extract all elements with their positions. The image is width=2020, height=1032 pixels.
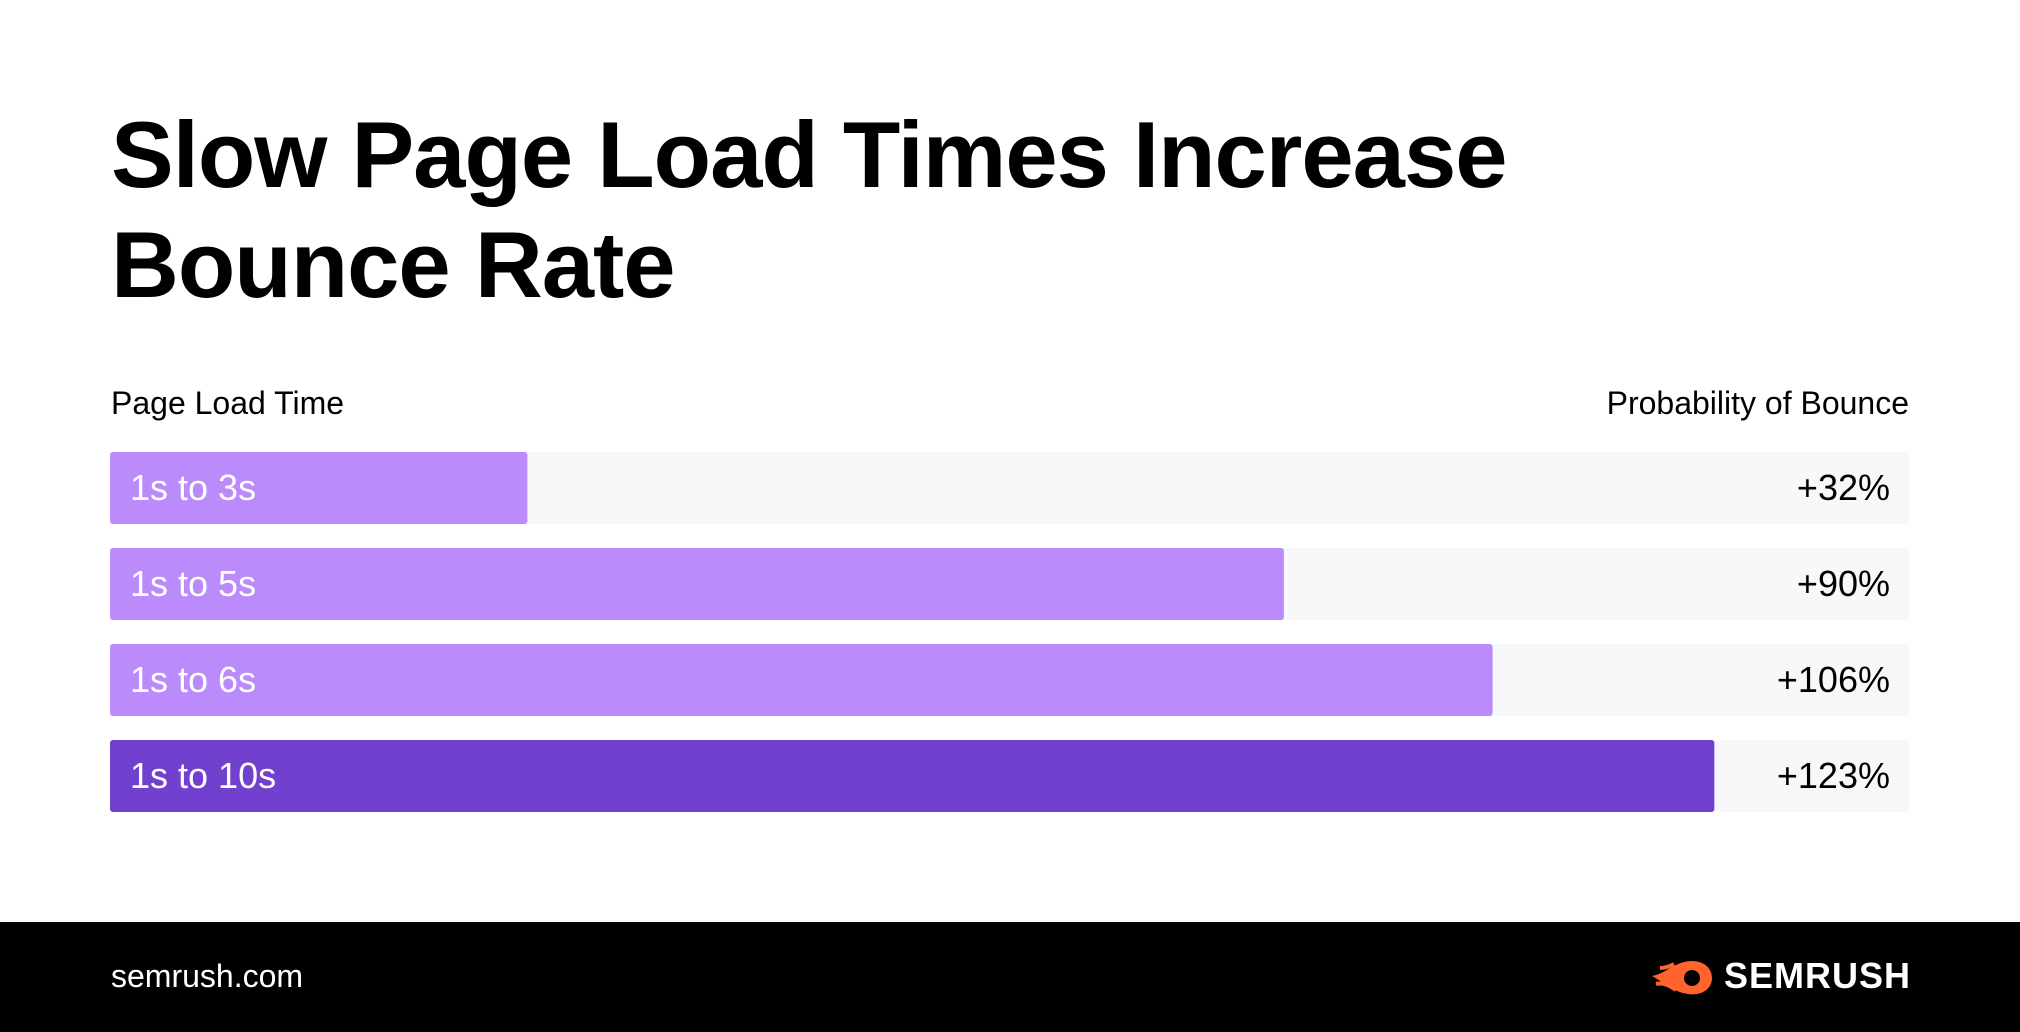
bar-row: 1s to 10s +123% xyxy=(110,740,1910,812)
value-label: +32% xyxy=(1797,467,1890,508)
value-label: +90% xyxy=(1797,563,1890,604)
semrush-fireball-icon xyxy=(1651,960,1712,995)
brand-logo: SEMRUSH xyxy=(1650,954,1911,998)
brand-name: SEMRUSH xyxy=(1723,955,1911,996)
value-label: +106% xyxy=(1777,659,1890,700)
category-label: 1s to 6s xyxy=(130,659,256,700)
bar xyxy=(110,548,1284,620)
bar-chart: 1s to 3s +32%1s to 5s +90%1s to 6s +106%1s … xyxy=(110,452,1910,812)
bar xyxy=(110,740,1715,812)
category-label: 1s to 3s xyxy=(130,467,256,508)
value-label: +123% xyxy=(1777,755,1890,796)
footer-bar: semrush.com SEMRUSH xyxy=(0,922,2020,1032)
bar xyxy=(110,452,528,524)
footer-domain: semrush.com xyxy=(111,958,304,994)
bar-track xyxy=(110,452,1910,524)
category-label: 1s to 10s xyxy=(130,755,276,796)
bar-row: 1s to 5s +90% xyxy=(110,548,1910,620)
chart-title: Slow Page Load Times Increase Bounce Rat… xyxy=(111,102,1508,317)
bar xyxy=(110,644,1493,716)
column-label-probability-of-bounce: Probability of Bounce xyxy=(1606,385,1909,421)
bar-row: 1s to 3s +32% xyxy=(110,452,1910,524)
bar-row: 1s to 6s +106% xyxy=(110,644,1910,716)
category-label: 1s to 5s xyxy=(130,563,256,604)
column-label-page-load-time: Page Load Time xyxy=(111,385,345,421)
